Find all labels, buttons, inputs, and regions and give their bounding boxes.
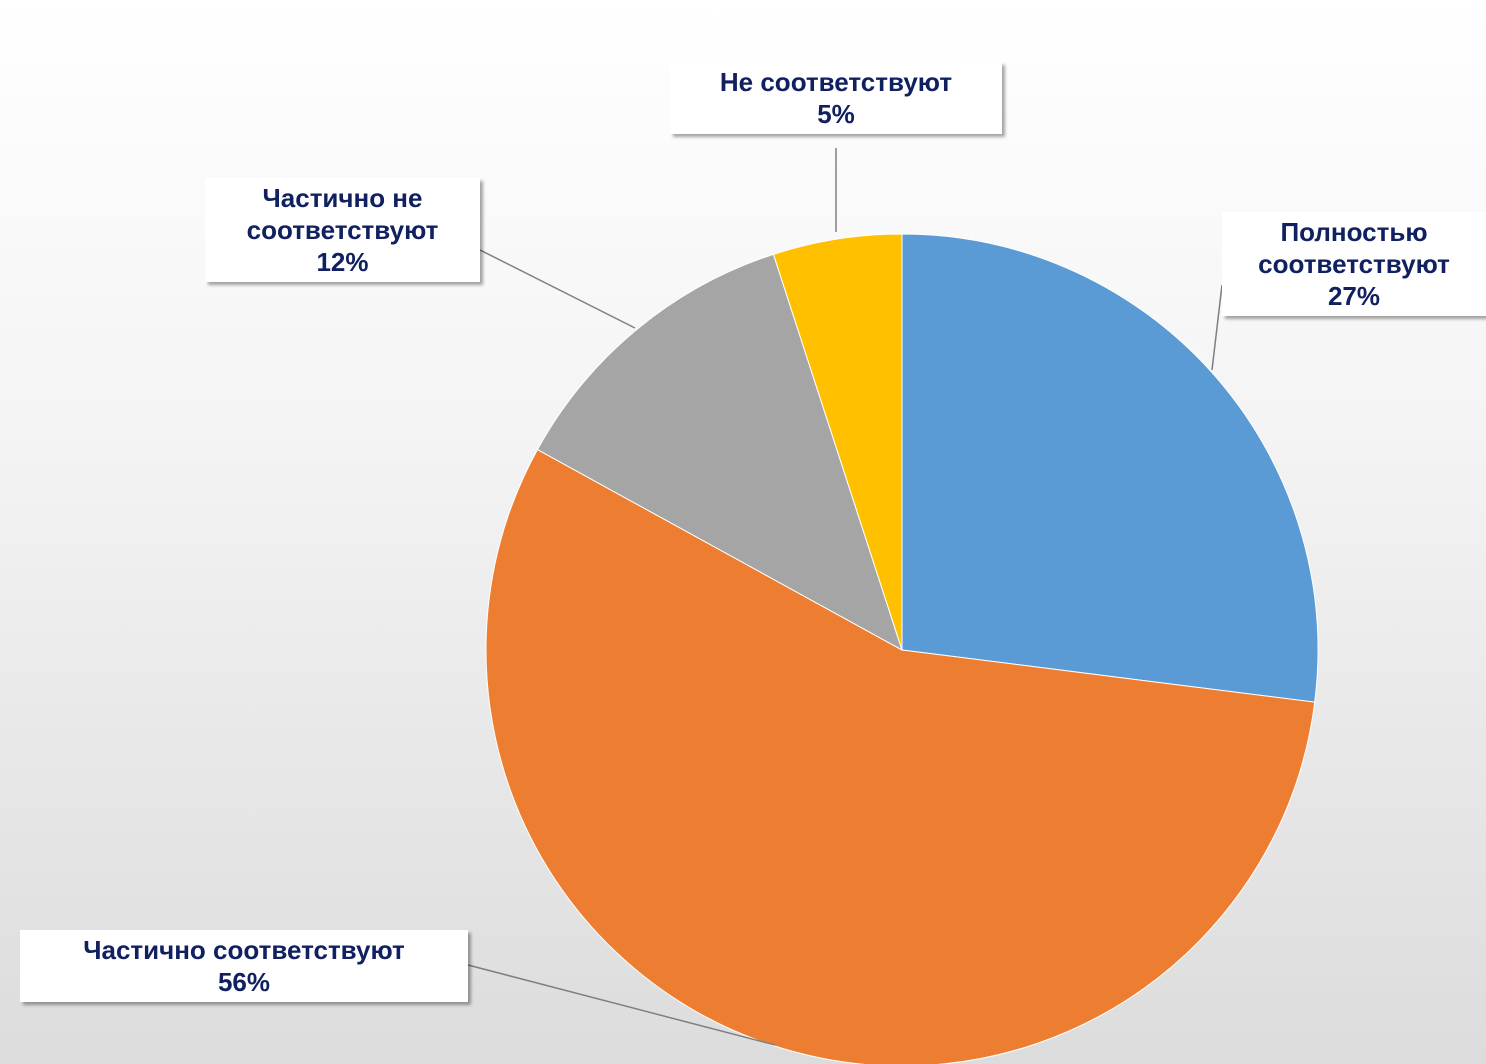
pie — [485, 233, 1319, 1064]
label-value: 12% — [316, 247, 369, 277]
pie-slice — [485, 448, 1316, 1064]
label-name: Частично соответствуют — [83, 935, 405, 965]
label-name: Не соответствуют — [719, 67, 953, 97]
leader-line — [479, 249, 636, 329]
data-label: Частично соответствуют 56% — [20, 930, 468, 1002]
label-value: 27% — [1327, 281, 1381, 311]
label-value: 5% — [817, 99, 855, 129]
leader-line — [467, 964, 776, 1046]
data-label: Частично не соответствуют 12% — [205, 178, 480, 282]
pie-slice — [536, 253, 903, 652]
leader-line — [1211, 284, 1223, 371]
data-label: Не соответствуют 5% — [670, 62, 1002, 134]
data-label: Полностью соответствуют 27% — [1222, 212, 1486, 316]
leader-lines — [467, 148, 1223, 1046]
chart-title: ЯГПУ — [685, 0, 801, 43]
label-value: 56% — [217, 967, 271, 997]
label-name: Частично не соответствуют — [246, 183, 439, 245]
label-name: Полностью соответствуют — [1258, 217, 1450, 279]
pie-slice — [901, 233, 1319, 703]
pie-slice — [772, 233, 903, 651]
